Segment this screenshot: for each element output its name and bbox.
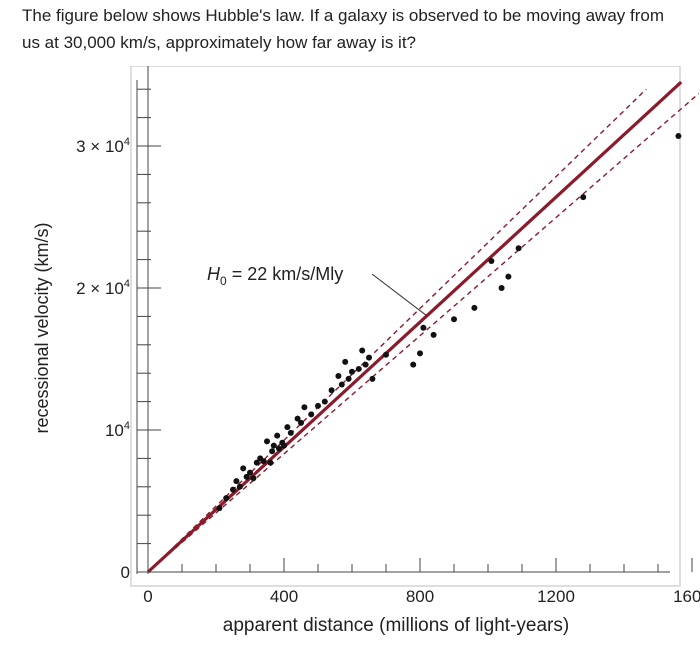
hubble-constant-subscript: 0 — [220, 274, 227, 288]
bound-line-1 — [147, 88, 647, 573]
data-point — [383, 351, 389, 358]
data-point — [275, 445, 282, 452]
y-tick-label-main: 2 × 10 — [76, 279, 124, 298]
data-point — [580, 194, 587, 201]
y-axis-title: recessional velocity (km/s) — [32, 222, 52, 433]
data-point — [301, 404, 308, 411]
hubble-constant-label: H0 = 22 km/s/Mly — [207, 264, 343, 288]
data-point — [321, 398, 328, 405]
axes — [136, 66, 693, 574]
data-point — [240, 465, 247, 472]
bound-line-2 — [147, 92, 700, 573]
y-tick-label: 0 — [121, 563, 130, 582]
hubble-constant-value: = 22 km/s/Mly — [227, 264, 344, 284]
y-tick-label-main: 0 — [121, 563, 130, 582]
data-point — [236, 483, 243, 490]
data-point — [298, 419, 304, 426]
x-axis-title: apparent distance (millions of light-yea… — [223, 615, 569, 636]
data-point — [264, 438, 270, 445]
data-point — [355, 365, 362, 372]
data-point — [328, 387, 335, 394]
x-tick-label: 0 — [143, 587, 152, 606]
data-point — [362, 361, 369, 368]
data-point — [247, 469, 253, 476]
fit-line-group — [146, 80, 683, 574]
data-point — [451, 316, 457, 323]
data-point — [269, 448, 276, 455]
data-point — [417, 350, 423, 357]
data-point — [366, 354, 372, 361]
data-point — [230, 486, 236, 493]
hubble-constant-symbol: H — [207, 264, 221, 284]
y-tick-label: 2 × 104 — [76, 278, 130, 298]
y-tick-label-main: 10 — [105, 421, 124, 440]
y-tick-label: 3 × 104 — [76, 136, 130, 156]
data-point — [233, 478, 240, 485]
data-point — [420, 324, 427, 331]
data-point — [287, 429, 294, 436]
data-point — [335, 373, 342, 380]
data-point — [515, 245, 522, 252]
data-point — [270, 442, 277, 449]
x-tick-label: 400 — [270, 587, 298, 606]
data-point — [349, 368, 355, 375]
data-point — [338, 381, 345, 388]
data-point — [410, 361, 417, 368]
data-points — [216, 133, 682, 512]
bound-lines — [147, 88, 700, 573]
data-point — [308, 411, 315, 418]
data-point — [369, 375, 376, 382]
data-point — [294, 415, 301, 422]
data-point — [284, 424, 291, 431]
question-text: The figure below shows Hubble's law. If … — [22, 6, 665, 52]
data-point — [281, 442, 287, 449]
data-point — [274, 432, 281, 439]
data-point — [498, 285, 505, 291]
x-tick-label: 1200 — [537, 587, 575, 606]
hubble-fit-line — [146, 80, 683, 574]
data-point — [243, 473, 250, 480]
y-tick-label: 104 — [105, 420, 130, 440]
data-point — [430, 331, 437, 338]
data-point — [505, 273, 512, 280]
y-tick-label-main: 3 × 10 — [76, 137, 124, 156]
data-point — [345, 375, 352, 382]
data-point — [223, 495, 230, 502]
data-point — [260, 458, 267, 465]
y-tick-label-exponent: 4 — [124, 278, 130, 290]
data-point — [250, 475, 257, 482]
data-point — [216, 505, 223, 512]
data-point — [315, 402, 321, 409]
x-tick-label: 800 — [406, 587, 434, 606]
data-point — [488, 258, 495, 265]
y-tick-label-exponent: 4 — [124, 420, 130, 432]
data-point — [471, 304, 478, 311]
data-point — [253, 459, 260, 466]
annotation-leader-line — [371, 273, 428, 317]
data-point — [675, 133, 682, 140]
plot-frame — [130, 66, 681, 587]
y-tick-label-exponent: 4 — [124, 136, 130, 148]
data-point — [342, 358, 349, 365]
data-point — [267, 459, 274, 466]
data-point — [359, 347, 366, 354]
